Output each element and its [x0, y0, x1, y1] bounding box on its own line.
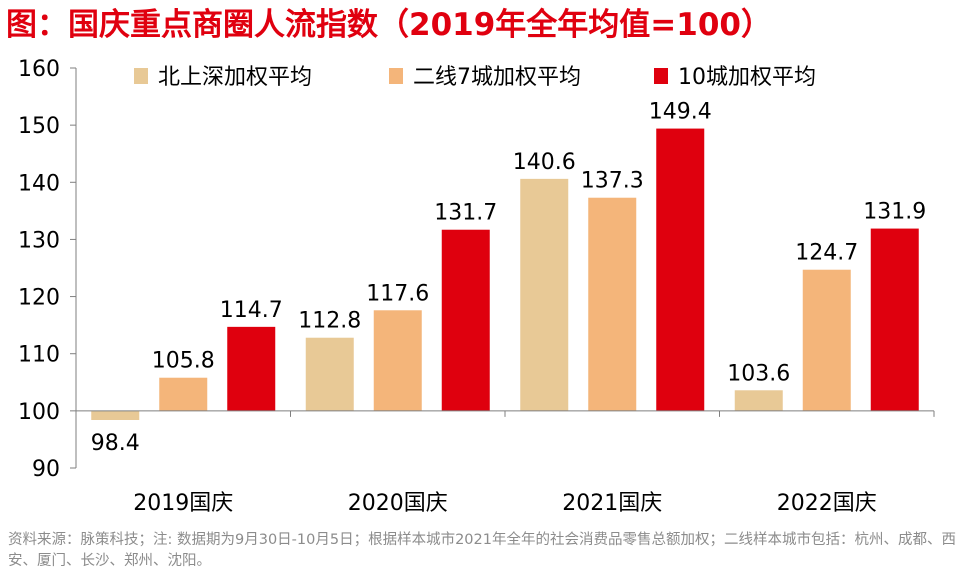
bar	[588, 197, 637, 411]
y-axis: 90 100 110 120 130 140 150 160	[18, 57, 77, 482]
legend-swatch	[389, 68, 403, 84]
bar	[802, 269, 851, 411]
data-label: 105.8	[152, 349, 215, 374]
x-axis: 2019国庆 2020国庆 2021国庆 2022国庆	[75, 410, 935, 516]
data-label: 124.7	[795, 241, 858, 266]
bar	[870, 228, 919, 411]
data-label: 98.4	[91, 431, 140, 456]
y-tick-label: 100	[18, 400, 60, 425]
data-label: 114.7	[220, 298, 283, 323]
data-label: 137.3	[581, 169, 644, 194]
bar	[91, 410, 140, 420]
category-label: 2019国庆	[133, 491, 233, 516]
data-label: 140.6	[513, 150, 576, 175]
bar	[373, 310, 422, 411]
bar	[159, 377, 208, 411]
y-tick-label: 160	[18, 57, 60, 82]
data-label: 112.8	[298, 309, 361, 334]
legend-label: 二线7城加权平均	[413, 65, 581, 90]
y-tick-label: 120	[18, 286, 60, 311]
legend: 北上深加权平均 二线7城加权平均 10城加权平均	[134, 65, 816, 90]
data-label: 131.9	[863, 200, 926, 225]
bar	[520, 178, 569, 411]
y-tick-label: 130	[18, 228, 60, 253]
y-tick-label: 150	[18, 114, 60, 139]
category-label: 2020国庆	[348, 491, 448, 516]
bar	[656, 128, 705, 411]
bar	[734, 390, 783, 411]
chart-title: 图：国庆重点商圈人流指数（2019年全年均值=100）	[6, 7, 772, 43]
legend-swatch	[654, 68, 668, 84]
legend-label: 10城加权平均	[678, 65, 816, 90]
y-tick-label: 90	[32, 457, 60, 482]
source-note: 资料来源：脉策科技；注: 数据期为9月30日-10月5日；根据样本城市2021年…	[8, 532, 956, 569]
legend-swatch	[134, 68, 148, 84]
legend-label: 北上深加权平均	[158, 65, 312, 90]
y-tick-label: 140	[18, 171, 60, 196]
bar	[227, 326, 276, 411]
data-label: 131.7	[434, 201, 497, 226]
y-tick-label: 110	[18, 343, 60, 368]
category-label: 2021国庆	[562, 491, 662, 516]
category-label: 2022国庆	[777, 491, 877, 516]
data-label: 117.6	[366, 281, 429, 306]
bar	[441, 229, 490, 411]
bar-chart: 90 100 110 120 130 140 150 160 98.4 105.8 114.7 11…	[18, 57, 935, 516]
data-label: 103.6	[727, 361, 790, 386]
bar	[305, 337, 354, 411]
data-label: 149.4	[649, 100, 712, 125]
